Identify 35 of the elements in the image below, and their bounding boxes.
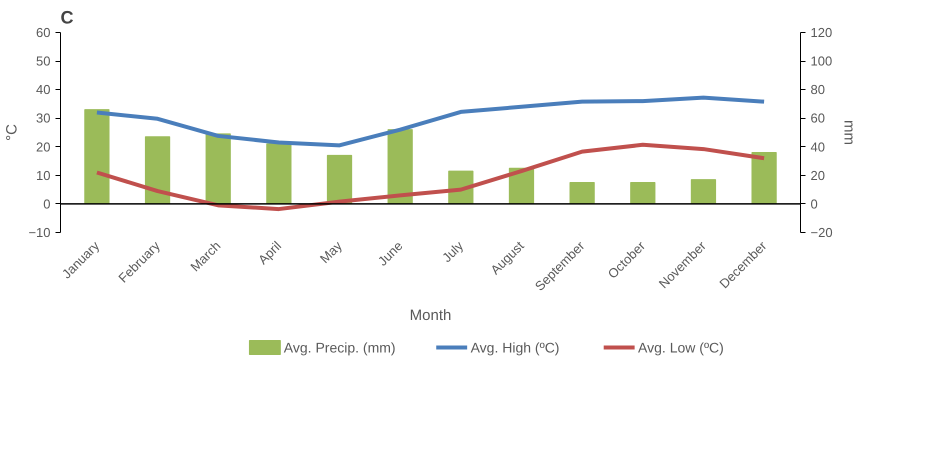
y2-tick-label: 120 — [810, 25, 832, 40]
y-tick-label: 0 — [43, 196, 51, 212]
bar — [266, 143, 292, 204]
bar — [570, 182, 595, 204]
legend-label: Avg. Precip. (mm) — [284, 340, 396, 356]
y-tick-label: 20 — [36, 139, 51, 154]
bar — [206, 133, 231, 204]
line-series — [94, 142, 766, 212]
y2-tick-label: 40 — [810, 139, 825, 154]
y-tick-label: 40 — [36, 82, 51, 98]
y2-tick-label: 80 — [810, 82, 825, 98]
y-tick-label: 30 — [36, 110, 51, 126]
y2-tick-label: 60 — [810, 110, 825, 126]
x-tick-label: May — [316, 238, 346, 266]
bar — [630, 182, 656, 204]
x-tick-label: July — [439, 238, 466, 266]
bar — [690, 179, 716, 204]
bar — [144, 136, 170, 204]
y2-tick-label: 0 — [810, 196, 818, 212]
y2-axis-title: mm — [840, 120, 858, 146]
y2-tick-label: 100 — [810, 54, 832, 69]
y-tick-label: −10 — [28, 225, 51, 240]
y2-tick-label: −20 — [810, 225, 833, 240]
y-tick-label: 50 — [36, 54, 51, 69]
chart-title: C — [60, 8, 74, 28]
legend-label: Avg. High (ºC) — [470, 340, 560, 356]
bar — [84, 109, 110, 204]
y2-tick-label: 20 — [810, 168, 825, 183]
x-axis-title: Month — [410, 307, 452, 324]
line-series — [94, 96, 766, 148]
y-axis-title: °C — [3, 124, 20, 141]
bar — [751, 152, 777, 204]
legend-label: Avg. Low (ºC) — [638, 340, 724, 356]
y-tick-label: 10 — [36, 168, 51, 183]
y-tick-label: 60 — [36, 25, 51, 40]
